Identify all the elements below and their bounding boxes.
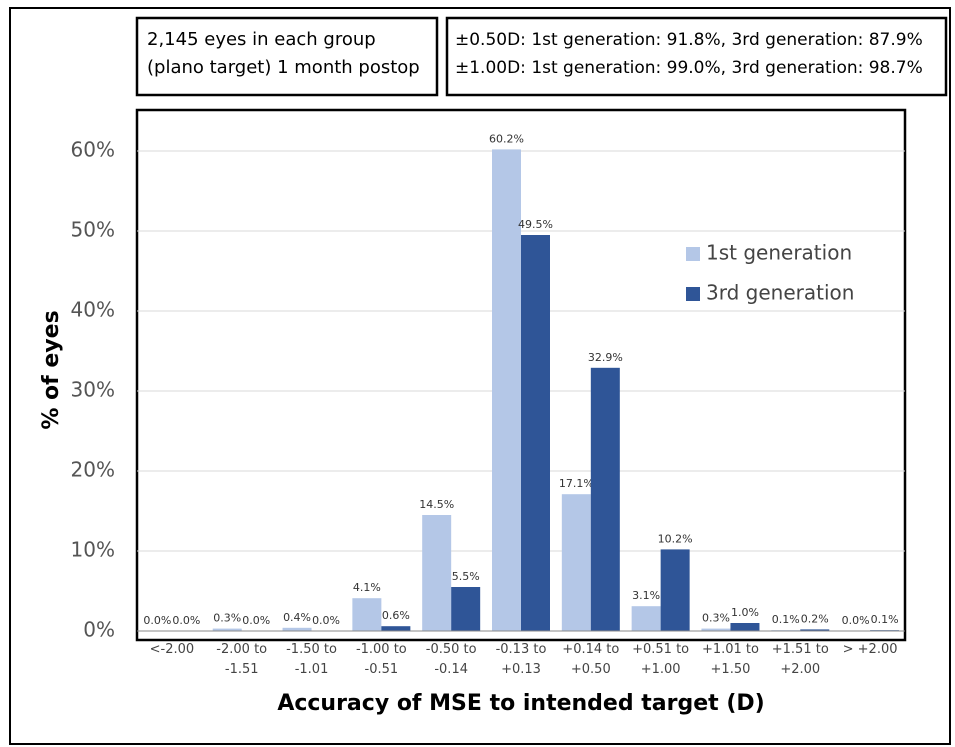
bar xyxy=(701,628,731,631)
x-tick-label: -2.00 to -1.51 xyxy=(216,642,268,677)
x-tick-label: +1.51 to +2.00 xyxy=(771,642,829,677)
x-tick-label: +0.14 to +0.50 xyxy=(562,642,620,677)
y-tick-label: 0% xyxy=(83,618,115,642)
x-tick-label: +1.01 to +1.50 xyxy=(701,642,759,677)
data-label: 32.9% xyxy=(588,351,623,364)
y-axis-title: % of eyes xyxy=(39,310,64,429)
bar xyxy=(730,623,760,631)
data-label: 10.2% xyxy=(658,532,693,545)
x-axis-title: Accuracy of MSE to intended target (D) xyxy=(277,691,764,716)
legend-label: 1st generation xyxy=(706,241,852,265)
data-label: 0.0% xyxy=(172,614,200,627)
x-tick-label: +0.51 to +1.00 xyxy=(632,642,690,677)
bar xyxy=(212,628,242,631)
bar xyxy=(422,515,452,631)
data-label: 60.2% xyxy=(489,132,524,145)
data-label: 0.2% xyxy=(801,612,829,625)
bar xyxy=(521,235,550,631)
note-box xyxy=(135,16,439,97)
bar xyxy=(660,549,690,631)
x-tick-label: -0.13 to +0.13 xyxy=(495,642,547,677)
plot-box xyxy=(135,108,907,642)
note-box xyxy=(445,16,948,97)
y-tick-label: 60% xyxy=(71,138,115,162)
data-label: 3.1% xyxy=(632,589,660,602)
bar xyxy=(631,606,661,631)
data-label: 0.0% xyxy=(143,614,171,627)
data-label: 0.0% xyxy=(842,614,870,627)
data-label: 0.3% xyxy=(702,612,730,625)
y-tick-label: 50% xyxy=(71,218,115,242)
data-label: 0.1% xyxy=(772,613,800,626)
y-tick-label: 10% xyxy=(71,538,115,562)
data-label: 17.1% xyxy=(559,477,594,490)
bar xyxy=(381,626,411,631)
bar xyxy=(800,629,830,631)
annotation: (plano target) 1 month postop xyxy=(147,57,420,78)
y-tick-label: 20% xyxy=(71,458,115,482)
annotation: ±1.00D: 1st generation: 99.0%, 3rd gener… xyxy=(455,58,923,78)
annotation: ±0.50D: 1st generation: 91.8%, 3rd gener… xyxy=(455,30,923,50)
data-label: 0.1% xyxy=(871,613,899,626)
data-label: 0.0% xyxy=(312,614,340,627)
x-tick-label: -1.00 to -0.51 xyxy=(355,642,407,677)
data-label: 1.0% xyxy=(731,606,759,619)
bar xyxy=(492,149,521,631)
bar xyxy=(352,598,382,631)
data-label: 0.0% xyxy=(242,614,270,627)
bar xyxy=(590,367,620,631)
bar xyxy=(561,494,591,631)
data-label: 0.6% xyxy=(382,609,410,622)
data-label: 5.5% xyxy=(452,570,480,583)
bar xyxy=(451,587,481,631)
x-tick-label: > +2.00 xyxy=(842,642,898,657)
legend-label: 3rd generation xyxy=(706,281,854,305)
frame xyxy=(9,7,951,745)
x-tick-label: -0.50 to -0.14 xyxy=(425,642,477,677)
legend-swatch xyxy=(686,287,700,301)
x-tick-label: <-2.00 xyxy=(149,642,195,657)
y-tick-label: 30% xyxy=(71,378,115,402)
data-label: 0.4% xyxy=(283,611,311,624)
data-label: 14.5% xyxy=(419,498,454,511)
data-label: 0.3% xyxy=(213,612,241,625)
bar xyxy=(282,627,312,631)
y-tick-label: 40% xyxy=(71,298,115,322)
x-tick-label: -1.50 to -1.01 xyxy=(286,642,337,677)
data-label: 49.5% xyxy=(518,218,553,231)
legend-swatch xyxy=(686,247,700,261)
data-label: 4.1% xyxy=(353,581,381,594)
annotation: 2,145 eyes in each group xyxy=(147,29,376,50)
